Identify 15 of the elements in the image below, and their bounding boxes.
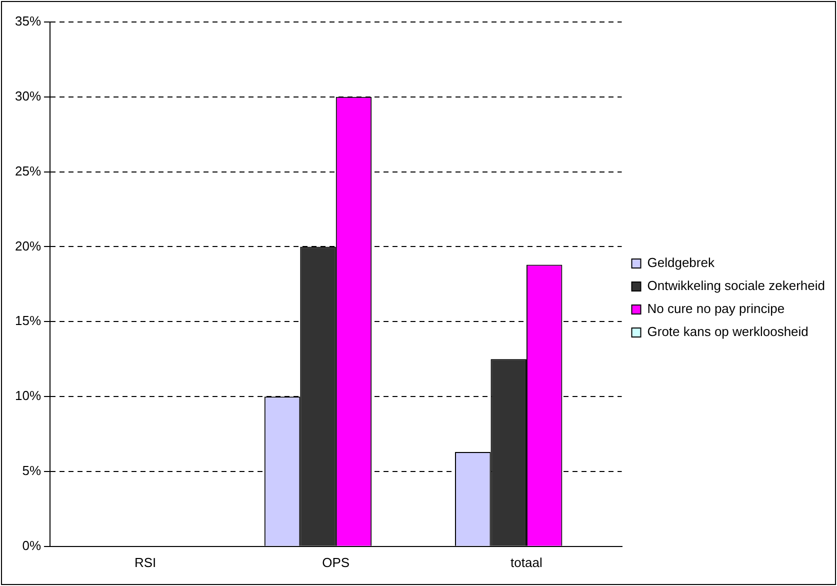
x-tick-label: OPS	[322, 554, 350, 570]
y-tick-label: 15%	[14, 313, 42, 328]
y-tick-label: 35%	[14, 14, 42, 29]
y-tick-label: 20%	[14, 238, 42, 254]
y-tick-label: 25%	[14, 163, 42, 178]
legend-label: No cure no pay principe	[647, 301, 785, 316]
x-tick-label: RSI	[134, 554, 156, 570]
y-tick-label: 5%	[22, 463, 42, 478]
y-tick-label: 10%	[14, 388, 42, 404]
y-tick-label: 0%	[22, 538, 42, 553]
legend-label: Ontwikkeling sociale zekerheid	[647, 278, 826, 294]
legend-label: Grote kans op werkloosheid	[647, 324, 808, 340]
x-tick-label: totaal	[510, 554, 542, 570]
y-tick-label: 30%	[14, 88, 42, 104]
legend-label: Geldgebrek	[647, 255, 715, 270]
